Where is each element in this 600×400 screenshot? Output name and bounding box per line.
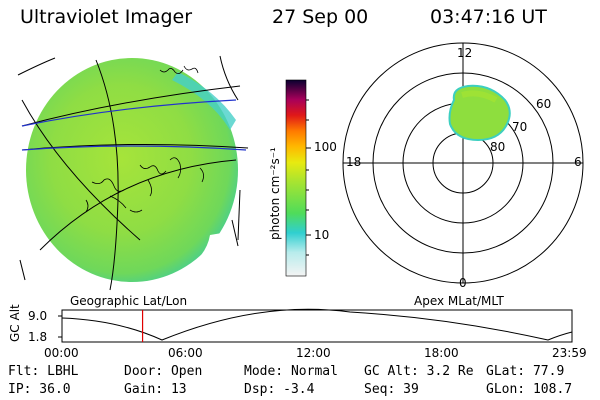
status-filter: Flt: LBHL bbox=[8, 364, 79, 379]
colorbar-unit-label: photon cm⁻²s⁻¹ bbox=[268, 147, 282, 240]
colorbar bbox=[285, 79, 311, 277]
continent-outlines bbox=[85, 65, 204, 213]
mlat-label-80: 80 bbox=[490, 140, 506, 154]
geographic-label: Geographic Lat/Lon bbox=[70, 294, 188, 308]
time-tick-1200: 12:00 bbox=[296, 346, 331, 360]
altitude-ylabel: GC Alt bbox=[8, 304, 22, 342]
mlt-label-0: 0 bbox=[459, 276, 467, 290]
altitude-curve bbox=[61, 308, 573, 341]
mlat-label-70: 70 bbox=[512, 120, 528, 134]
polar-plot bbox=[342, 42, 584, 284]
status-glat: GLat: 77.9 bbox=[486, 364, 565, 379]
mlt-label-6: 6 bbox=[574, 155, 582, 169]
observation-date: 27 Sep 00 bbox=[272, 6, 369, 28]
terminator-shadow bbox=[160, 230, 240, 282]
mlat-label-60: 60 bbox=[536, 97, 552, 111]
status-mode: Mode: Normal bbox=[244, 364, 338, 379]
colorbar-tick-100: 100 bbox=[314, 140, 337, 154]
apex-label: Apex MLat/MLT bbox=[414, 294, 504, 308]
status-seq: Seq: 39 bbox=[364, 382, 419, 397]
status-door: Door: Open bbox=[124, 364, 203, 379]
status-gc-alt: GC Alt: 3.2 Re bbox=[364, 364, 474, 379]
time-tick-0000: 00:00 bbox=[44, 346, 79, 360]
time-tick-2359: 23:59 bbox=[552, 346, 587, 360]
limb-brightening bbox=[172, 72, 236, 130]
status-glon: GLon: 108.7 bbox=[486, 382, 573, 397]
altitude-tick-high: 9.0 bbox=[28, 309, 48, 323]
instrument-title: Ultraviolet Imager bbox=[20, 6, 193, 28]
mlt-label-12: 12 bbox=[457, 46, 473, 60]
altitude-track bbox=[58, 308, 573, 343]
observation-time: 03:47:16 UT bbox=[430, 6, 547, 28]
altitude-tick-low: 1.8 bbox=[28, 330, 48, 344]
status-ip: IP: 36.0 bbox=[8, 382, 71, 397]
geographic-image bbox=[17, 55, 249, 291]
auroral-oval bbox=[448, 84, 511, 142]
time-tick-1800: 18:00 bbox=[424, 346, 459, 360]
time-tick-0600: 06:00 bbox=[168, 346, 203, 360]
coastline bbox=[21, 99, 247, 151]
altitude-frame bbox=[61, 309, 573, 343]
mlt-label-18: 18 bbox=[346, 155, 362, 169]
status-gain: Gain: 13 bbox=[124, 382, 187, 397]
status-dsp: Dsp: -3.4 bbox=[244, 382, 315, 397]
colorbar-gradient bbox=[285, 79, 307, 277]
earth-disk bbox=[26, 58, 238, 282]
colorbar-tick-10: 10 bbox=[314, 228, 330, 242]
